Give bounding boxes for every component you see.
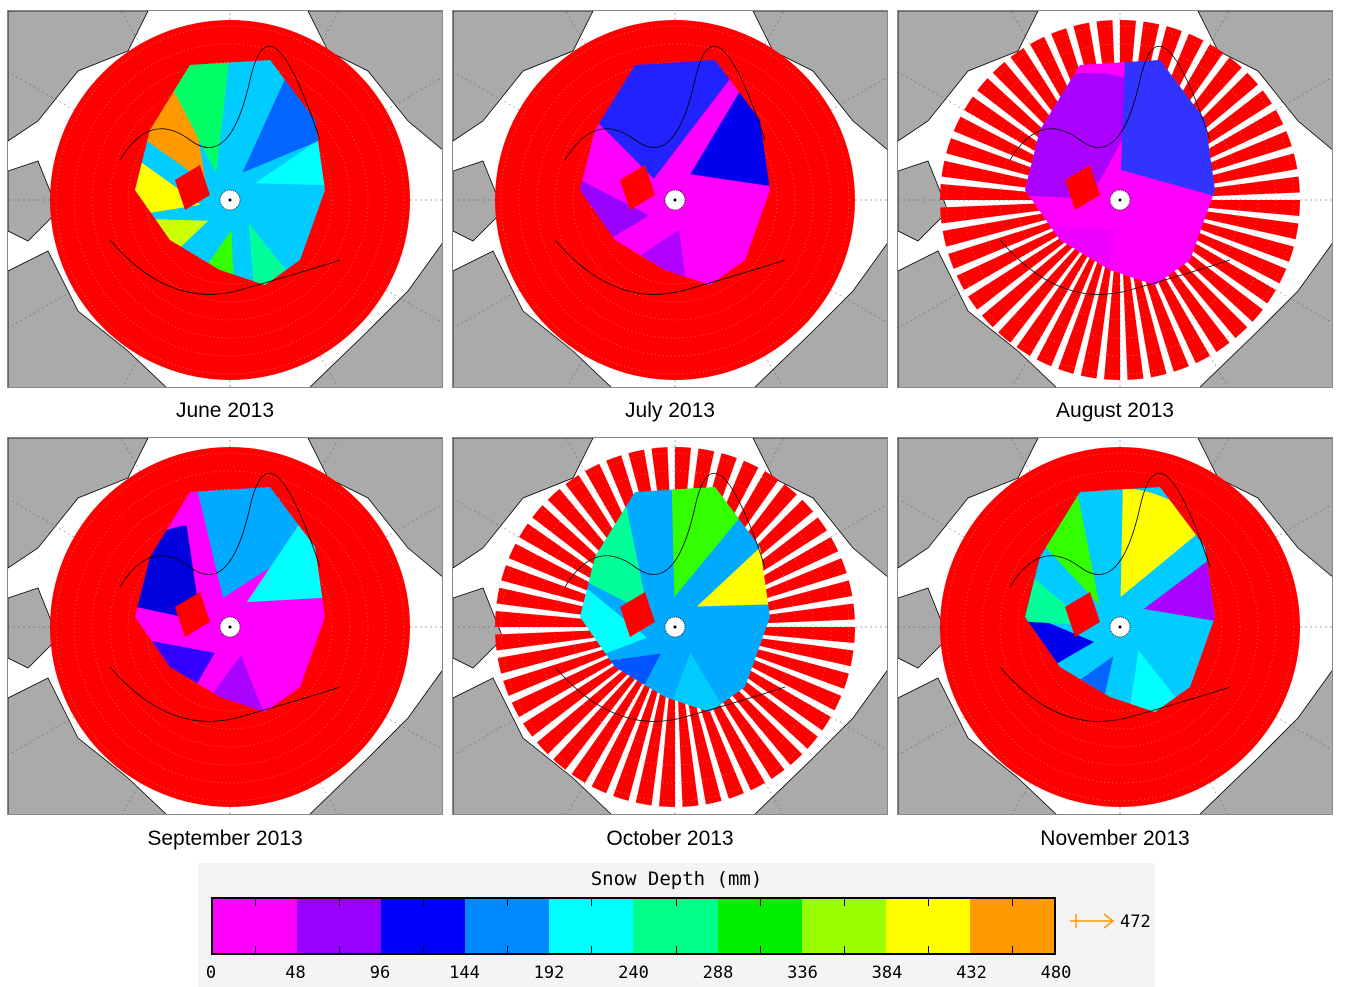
legend-color-bar bbox=[211, 897, 1056, 955]
legend-title: Snow Depth (mm) bbox=[590, 868, 763, 890]
map-panel-4 bbox=[7, 437, 443, 815]
legend-tick-label: 240 bbox=[618, 963, 649, 983]
color-legend: Snow Depth (mm) 0 48 96 144 192 240 288 336 384 4… bbox=[198, 863, 1155, 987]
legend-tick-label: 48 bbox=[285, 963, 306, 983]
legend-tick-label: 384 bbox=[871, 963, 903, 983]
legend-swatch bbox=[969, 899, 1054, 953]
map-panel-5 bbox=[452, 437, 888, 815]
caption-november-2013: November 2013 bbox=[1040, 827, 1190, 850]
caption-october-2013: October 2013 bbox=[606, 827, 734, 850]
legend-tick-label: 0 bbox=[205, 963, 217, 983]
legend-tick-label: 336 bbox=[787, 963, 818, 983]
legend-tick-label: 288 bbox=[702, 963, 734, 983]
map-panel-1 bbox=[7, 10, 443, 388]
map-panel-3 bbox=[897, 10, 1333, 388]
legend-swatch bbox=[297, 899, 382, 953]
caption-july-2013: July 2013 bbox=[625, 399, 715, 422]
legend-swatch bbox=[801, 899, 886, 953]
legend-swatch bbox=[717, 899, 802, 953]
legend-tick-label: 432 bbox=[956, 963, 987, 983]
legend-tick-label: 192 bbox=[533, 963, 565, 983]
caption-june-2013: June 2013 bbox=[175, 399, 275, 422]
caption-september-2013: September 2013 bbox=[147, 827, 303, 850]
legend-tick-label: 480 bbox=[1040, 963, 1072, 983]
overflow-arrow-icon bbox=[1070, 913, 1115, 929]
legend-swatch bbox=[633, 899, 718, 953]
map-panel-2 bbox=[452, 10, 888, 388]
legend-swatch bbox=[885, 899, 970, 953]
caption-august-2013: August 2013 bbox=[1056, 399, 1174, 422]
legend-overflow-value: 472 bbox=[1120, 912, 1151, 932]
legend-tick-label: 96 bbox=[369, 963, 391, 983]
legend-swatch bbox=[381, 899, 466, 953]
legend-swatch bbox=[213, 899, 298, 953]
legend-swatch bbox=[465, 899, 550, 953]
map-panel-6 bbox=[897, 437, 1333, 815]
legend-tick-label: 144 bbox=[449, 963, 480, 983]
legend-swatch bbox=[549, 899, 634, 953]
